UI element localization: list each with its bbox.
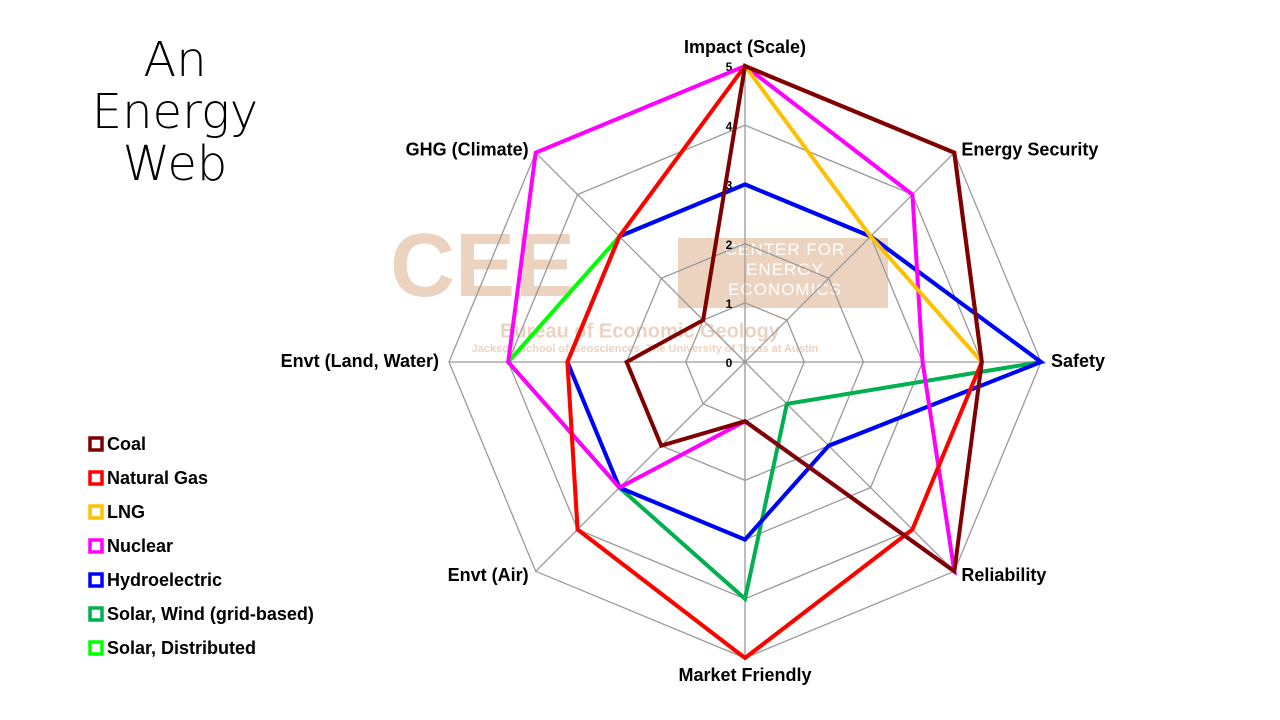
watermark: CEE CENTER FOR ENERGY ECONOMICS Bureau o…	[390, 216, 888, 355]
legend-label: LNG	[107, 502, 145, 522]
watermark-center-box: CENTER FOR ENERGY ECONOMICS	[724, 240, 846, 299]
r-tick-label: 5	[726, 60, 733, 74]
legend-label: Solar, Distributed	[107, 638, 256, 658]
legend-swatch	[88, 436, 104, 452]
watermark-center: CENTER FOR ENERGY ECONOMICS	[724, 240, 846, 299]
legend-swatch	[88, 504, 104, 520]
axis-label: Reliability	[961, 565, 1046, 585]
legend-label: Coal	[107, 434, 146, 454]
axis-label: Market Friendly	[678, 665, 811, 685]
r-tick-label: 1	[726, 297, 733, 311]
r-tick-label: 0	[726, 356, 733, 370]
legend-label: Nuclear	[107, 536, 173, 556]
r-tick-label: 3	[726, 179, 733, 193]
axis-label: Envt (Air)	[448, 565, 529, 585]
legend-label: Hydroelectric	[107, 570, 222, 590]
spoke	[535, 361, 746, 572]
spoke	[744, 152, 955, 363]
spoke	[535, 152, 746, 363]
series-line	[624, 63, 984, 575]
spoke	[744, 361, 955, 572]
axis-label: Impact (Scale)	[684, 37, 806, 57]
r-tick-label: 4	[726, 119, 733, 133]
legend-swatch	[88, 572, 104, 588]
legend-swatch	[88, 470, 104, 486]
r-tick-label: 2	[726, 238, 733, 252]
axis-label: Safety	[1051, 351, 1105, 371]
axis-label: GHG (Climate)	[406, 139, 529, 159]
legend-label: Natural Gas	[107, 468, 208, 488]
legend-swatch	[88, 606, 104, 622]
watermark-bureau: Bureau of Economic Geology	[500, 320, 781, 342]
legend-label: Solar, Wind (grid-based)	[107, 604, 314, 624]
legend-swatch	[88, 538, 104, 554]
chart-title: An Energy Web	[91, 32, 259, 192]
watermark-logo: CEE	[390, 216, 575, 316]
watermark-school: Jackson School of Geosciences, The Unive…	[472, 343, 819, 355]
axis-label: Envt (Land, Water)	[281, 351, 439, 371]
axis-label: Energy Security	[961, 139, 1098, 159]
legend-swatch	[88, 640, 104, 656]
